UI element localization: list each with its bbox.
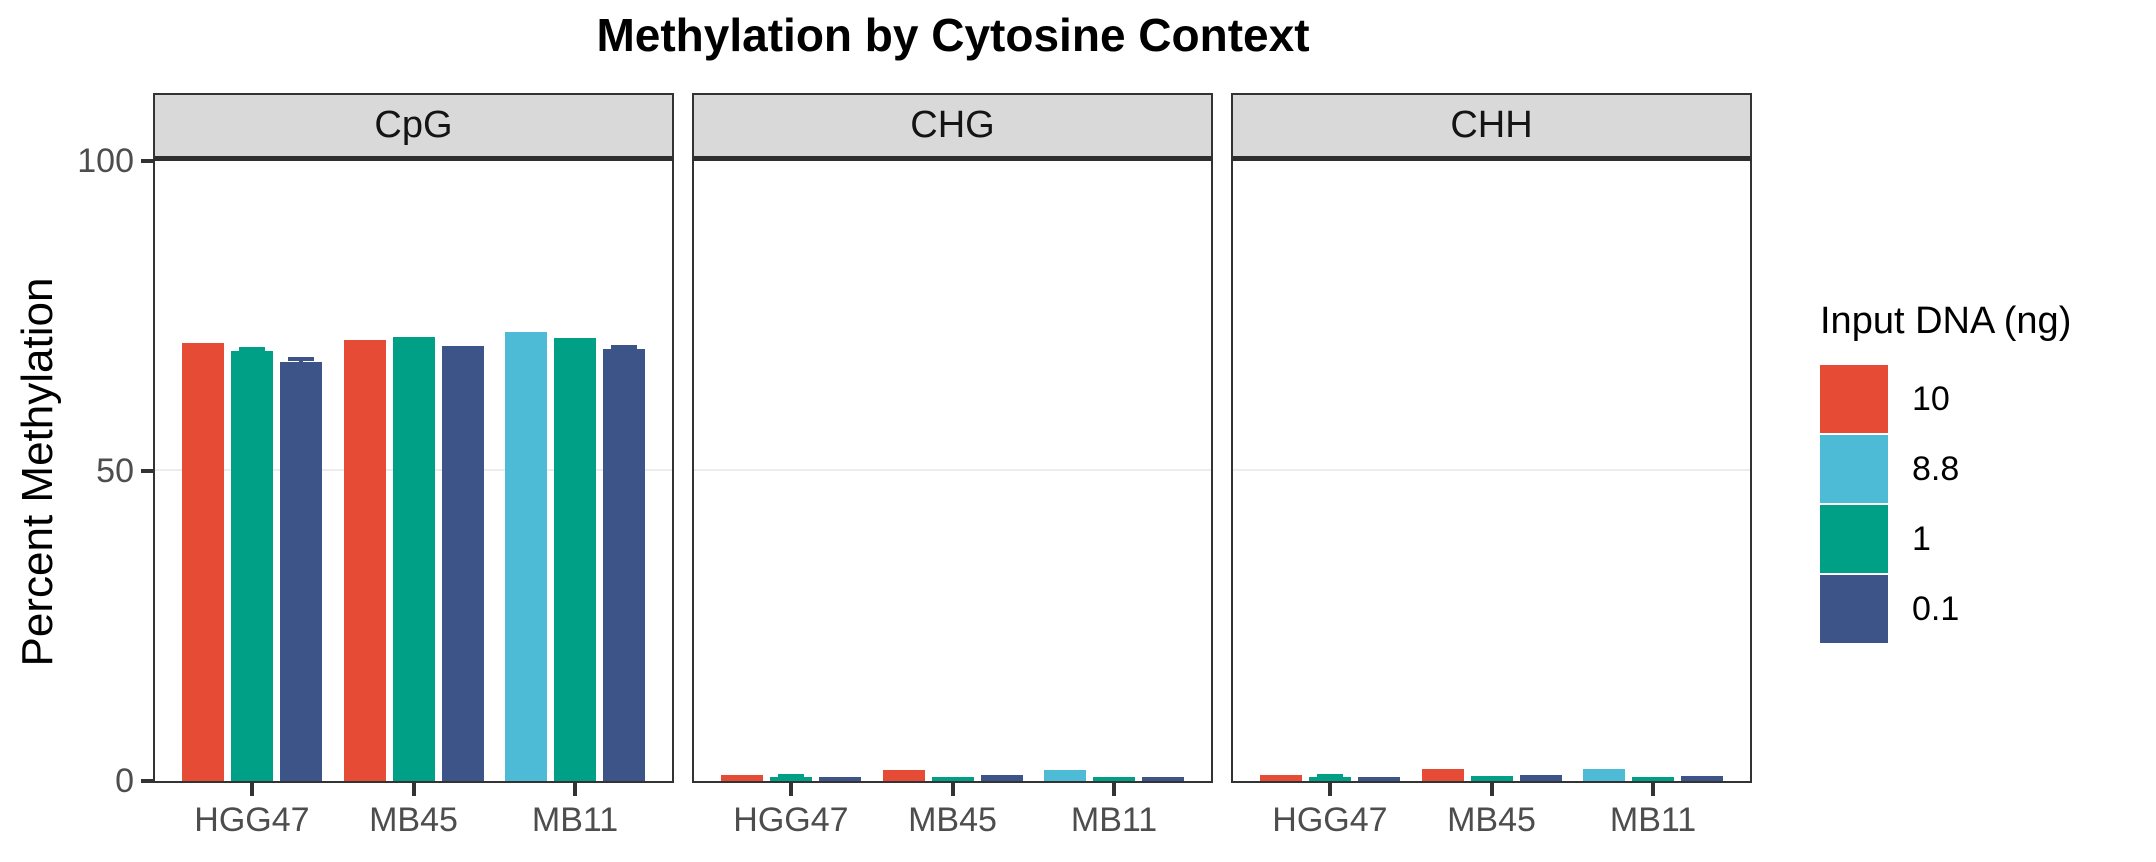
facet-strip: CHH: [1231, 93, 1752, 161]
legend: Input DNA (ng) 10 8.8 1 0.1: [1820, 300, 2071, 645]
facet-panel: CHH HGG47 MB45 MB11: [1231, 93, 1752, 862]
x-tick: [573, 783, 578, 796]
legend-swatch: [1820, 365, 1888, 433]
x-tick: [249, 783, 254, 796]
x-tick: [1327, 783, 1332, 796]
error-bar: [1309, 774, 1351, 779]
facet-panel: CHG HGG47 MB45 MB11: [692, 93, 1213, 862]
facet-strip-label: CpG: [374, 104, 453, 146]
bar: [769, 777, 812, 781]
y-tick: [141, 159, 153, 163]
legend-label: 1: [1912, 519, 1931, 558]
legend-swatch: [1820, 575, 1888, 643]
y-tick: [141, 779, 153, 783]
bar: [1583, 768, 1626, 781]
facet-panel: CpG HGG47 MB45 MB11: [153, 93, 674, 862]
bar: [931, 776, 974, 781]
facet-strip-label: CHG: [910, 104, 995, 146]
error-bar-cap: [1316, 774, 1343, 779]
panel-body: [153, 161, 674, 783]
legend-swatch: [1820, 505, 1888, 573]
error-bar-cap: [777, 774, 804, 779]
x-axis-label: MB11: [531, 801, 619, 839]
facet-strip: CpG: [153, 93, 674, 161]
x-axis-label: MB45: [908, 801, 997, 839]
y-tick-label: 0: [115, 762, 134, 800]
y-tick: [141, 469, 153, 473]
bar: [1421, 769, 1464, 781]
x-axis-label: HGG47: [733, 801, 849, 839]
error-bar-cap: [238, 347, 265, 352]
legend-title: Input DNA (ng): [1820, 300, 2072, 342]
x-tick: [788, 783, 793, 796]
error-bar: [770, 774, 812, 779]
x-axis-label: HGG47: [194, 801, 310, 839]
bar: [441, 346, 484, 781]
legend-key: 0.1: [1820, 575, 2071, 643]
error-bar-stem: [622, 344, 627, 354]
bar: [1681, 776, 1724, 781]
bar: [343, 339, 386, 781]
error-bar-stem: [298, 356, 303, 367]
legend-label: 8.8: [1912, 449, 1960, 488]
legend-key: 8.8: [1820, 435, 2071, 503]
bar: [230, 350, 273, 781]
bar: [1093, 777, 1136, 781]
x-axis-label: HGG47: [1272, 801, 1388, 839]
bar: [392, 337, 435, 781]
bar: [720, 775, 763, 781]
x-tick: [950, 783, 955, 796]
error-bar-cap: [611, 344, 638, 349]
x-axis-label: MB45: [1447, 801, 1536, 839]
bar: [1308, 777, 1351, 781]
bar: [1142, 776, 1185, 781]
x-axis-label: MB11: [1609, 801, 1697, 839]
bar: [1632, 777, 1675, 781]
error-bar-cap: [287, 356, 314, 361]
gridline-50: [1233, 469, 1750, 471]
bar: [818, 777, 861, 781]
x-tick: [1489, 783, 1494, 796]
error-bar: [280, 356, 322, 367]
x-tick: [1651, 783, 1656, 796]
bar: [882, 769, 925, 781]
legend-key: 1: [1820, 505, 2071, 573]
x-tick: [1112, 783, 1117, 796]
bar: [279, 361, 322, 781]
y-tick-label: 100: [77, 142, 134, 180]
legend-swatch: [1820, 435, 1888, 503]
x-axis-label: MB45: [369, 801, 458, 839]
bar: [1357, 776, 1400, 781]
bar: [505, 332, 548, 781]
y-tick-label: 50: [96, 452, 134, 490]
legend-keys: 10 8.8 1 0.1: [1820, 365, 2071, 643]
x-tick: [411, 783, 416, 796]
error-bar: [603, 344, 645, 354]
bar: [603, 348, 646, 781]
bar: [1519, 774, 1562, 781]
bar: [554, 338, 597, 781]
bar: [980, 774, 1023, 781]
facet-strip: CHG: [692, 93, 1213, 161]
bar: [1259, 774, 1302, 781]
bar: [1470, 776, 1513, 781]
error-bar: [231, 347, 273, 355]
x-axis-label: MB11: [1070, 801, 1158, 839]
bar: [1044, 769, 1087, 781]
gridline-50: [694, 469, 1211, 471]
facet-strip-label: CHH: [1450, 104, 1533, 146]
chart-title: Methylation by Cytosine Context: [596, 9, 1310, 61]
legend-label: 0.1: [1912, 589, 1960, 628]
legend-key: 10: [1820, 365, 2071, 433]
bar: [181, 343, 224, 781]
panel-body: [1231, 161, 1752, 783]
legend-label: 10: [1912, 379, 1950, 418]
panel-body: [692, 161, 1213, 783]
